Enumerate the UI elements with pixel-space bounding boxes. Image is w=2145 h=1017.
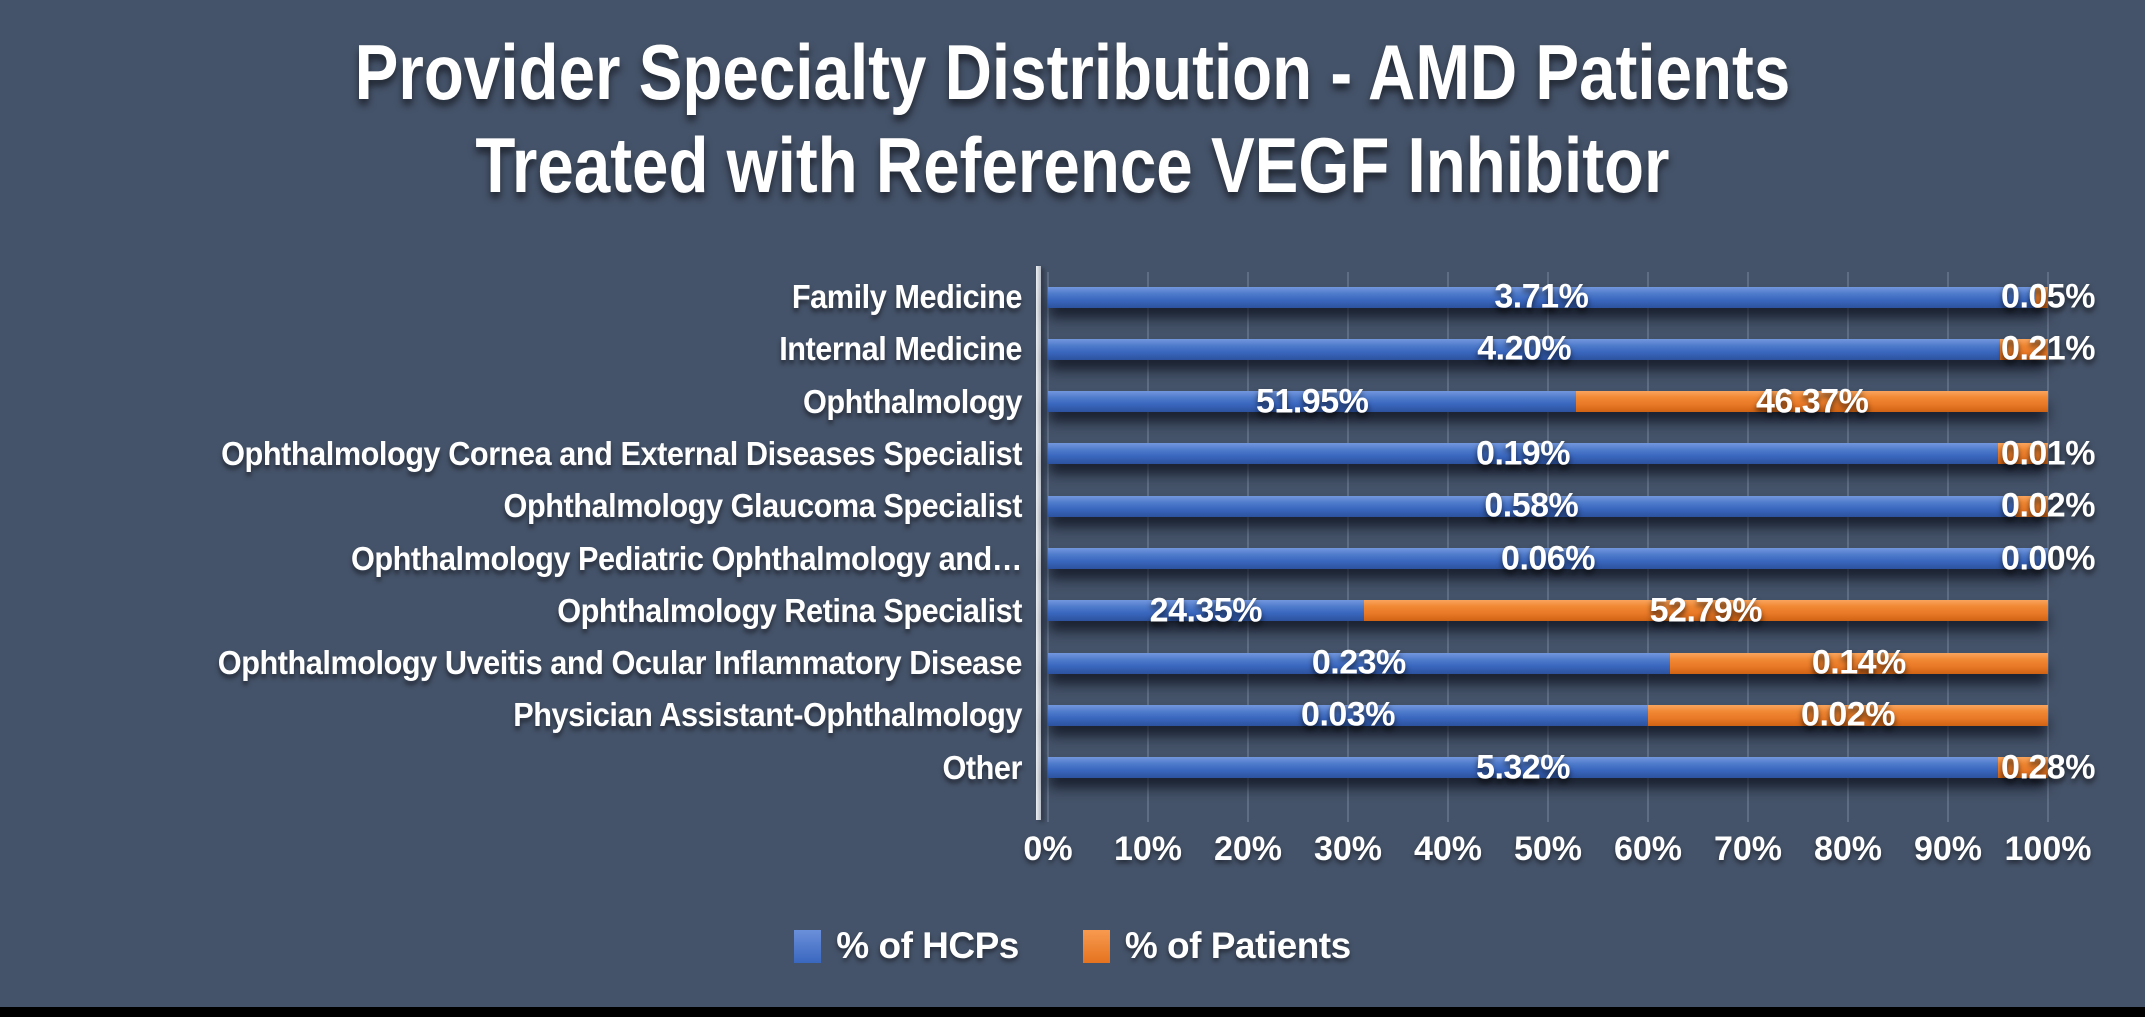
- legend-swatch-hcps: [794, 929, 822, 963]
- data-label-patients: 0.00%: [2001, 539, 2095, 577]
- legend: % of HCPs % of Patients: [0, 916, 2145, 976]
- gridline: [1747, 272, 1749, 822]
- bar-row: 51.95% 46.37%: [1048, 382, 2048, 420]
- legend-item-patients: % of Patients: [1082, 925, 1351, 967]
- data-label-patients: 0.02%: [2001, 486, 2095, 525]
- x-tick-label: 70%: [1713, 830, 1783, 868]
- bar-row: 4.20% 0.21%: [1048, 330, 2095, 368]
- legend-swatch-patients: [1082, 929, 1110, 963]
- bar-segment-hcps: 3.71%: [1048, 278, 2035, 316]
- gridline: [1147, 272, 1149, 822]
- data-label-hcps: 0.03%: [1301, 695, 1395, 734]
- bar-row: 0.06% 0.00%: [1048, 539, 2095, 577]
- bottom-black-strip: [0, 1007, 2145, 1017]
- bar-row: 0.19% 0.01%: [1048, 434, 2095, 472]
- x-tick-label: 40%: [1413, 830, 1483, 868]
- gridline: [1347, 272, 1349, 822]
- data-label-hcps: 24.35%: [1149, 591, 1263, 630]
- data-label-patients: 0.02%: [1801, 695, 1895, 734]
- bar-row: 0.23% 0.14%: [1048, 644, 2048, 682]
- bar-segment-hcps: 0.06%: [1048, 539, 2048, 577]
- x-tick-label: 0%: [1023, 830, 1073, 868]
- category-label: Ophthalmology Retina Specialist: [557, 591, 1022, 629]
- chart-title-line-1: Provider Specialty Distribution - AMD Pa…: [354, 28, 1791, 116]
- bar-segment-hcps: 4.20%: [1048, 330, 2001, 368]
- data-label-hcps: 51.95%: [1256, 382, 1369, 421]
- gridline: [1047, 272, 1049, 822]
- bar-segment-hcps: 0.58%: [1048, 487, 2015, 525]
- bar-segment-patients: [1998, 443, 2048, 465]
- data-label-hcps: 5.32%: [1476, 748, 1570, 787]
- category-label: Ophthalmology: [802, 382, 1022, 420]
- x-tick-label: 50%: [1513, 830, 1583, 868]
- data-label-hcps: 0.19%: [1476, 434, 1570, 473]
- chart-title: Provider Specialty Distribution - AMD Pa…: [172, 26, 1974, 212]
- gridline: [1547, 272, 1549, 822]
- legend-item-hcps: % of HCPs: [794, 925, 1019, 967]
- bar-segment-patients: [2000, 338, 2048, 360]
- category-label: Ophthalmology Cornea and External Diseas…: [221, 434, 1022, 472]
- bar-segment-hcps: 5.32%: [1048, 748, 1998, 786]
- bar-row: 0.03% 0.02%: [1048, 696, 2048, 734]
- bar-segment-patients: 0.14%: [1669, 644, 2048, 682]
- gridline: [1847, 272, 1849, 822]
- bar-row: 5.32% 0.28%: [1048, 748, 2095, 786]
- category-label: Ophthalmology Uveitis and Ocular Inflamm…: [217, 644, 1023, 682]
- x-tick-label: 20%: [1213, 830, 1283, 868]
- bar-row: 3.71% 0.05%: [1048, 278, 2095, 316]
- category-label: Family Medicine: [791, 278, 1023, 315]
- gridline: [1447, 272, 1449, 822]
- data-label-patients: 0.14%: [1811, 643, 1906, 682]
- category-label: Physician Assistant-Ophthalmology: [513, 696, 1022, 734]
- bar-segment-patients: 0.02%: [1648, 696, 2048, 734]
- bar-segment-hcps: 0.19%: [1048, 434, 1998, 472]
- x-tick-label: 30%: [1313, 830, 1383, 868]
- bar-segment-hcps: 51.95%: [1048, 382, 1577, 420]
- data-label-hcps: 0.58%: [1484, 486, 1579, 525]
- x-tick-label: 100%: [2004, 830, 2092, 868]
- bar-segment-patients: [2034, 286, 2048, 308]
- bar-segment-patients: [1998, 757, 2048, 779]
- category-label: Internal Medicine: [779, 330, 1022, 368]
- gridline: [1947, 272, 1949, 822]
- data-label-patients: 52.79%: [1649, 591, 1763, 630]
- bar-row: 24.35% 52.79%: [1048, 591, 2048, 629]
- bar-segment-hcps: 24.35%: [1048, 591, 1364, 629]
- gridline: [1647, 272, 1649, 822]
- data-label-patients: 0.28%: [2001, 748, 2095, 787]
- data-label-patients: 46.37%: [1756, 382, 1869, 421]
- bar-segment-patients: [2014, 495, 2048, 517]
- legend-label-patients: % of Patients: [1124, 925, 1351, 966]
- category-label: Ophthalmology Pediatric Ophthalmology an…: [350, 539, 1023, 577]
- bar-segment-hcps: 0.23%: [1048, 644, 1670, 682]
- gridline: [1247, 272, 1249, 822]
- data-label-patients: 0.05%: [2001, 277, 2095, 316]
- legend-label-hcps: % of HCPs: [836, 925, 1019, 966]
- data-label-hcps: 3.71%: [1494, 277, 1589, 316]
- category-label: Other: [942, 748, 1022, 786]
- x-tick-label: 60%: [1613, 830, 1683, 868]
- gridline: [2047, 272, 2049, 822]
- bar-segment-hcps: 0.03%: [1048, 696, 1648, 734]
- bar-row: 0.58% 0.02%: [1048, 487, 2095, 525]
- category-axis-line: [1036, 266, 1041, 820]
- bar-segment-patients: 52.79%: [1363, 591, 2048, 629]
- data-label-hcps: 0.06%: [1501, 539, 1595, 577]
- category-label: Ophthalmology Glaucoma Specialist: [503, 487, 1023, 525]
- data-label-hcps: 4.20%: [1477, 329, 1572, 368]
- bar-segment-patients: 46.37%: [1576, 382, 2048, 420]
- chart-title-line-2: Treated with Reference VEGF Inhibitor: [475, 121, 1670, 209]
- x-tick-label: 10%: [1113, 830, 1183, 868]
- x-tick-label: 90%: [1913, 830, 1983, 868]
- data-label-hcps: 0.23%: [1311, 643, 1406, 682]
- x-tick-label: 80%: [1813, 830, 1883, 868]
- data-label-patients: 0.01%: [2001, 434, 2095, 473]
- data-label-patients: 0.21%: [2001, 329, 2095, 368]
